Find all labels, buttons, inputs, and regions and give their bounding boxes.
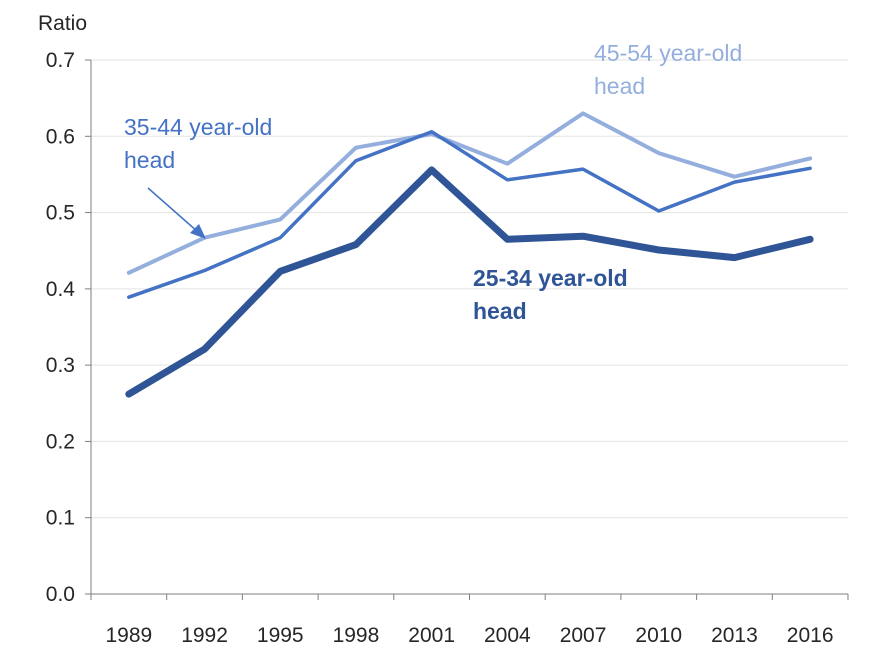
- series-label-line: 25-34 year-old: [473, 265, 628, 291]
- y-tick-label: 0.2: [46, 430, 75, 453]
- series-line-1: [127, 129, 812, 299]
- y-tick-labels: 0.0 0.1 0.2 0.3 0.4 0.5 0.6 0.7: [46, 49, 91, 606]
- x-tick-label: 1992: [181, 624, 228, 647]
- x-tick-label: 2010: [635, 624, 682, 647]
- arrow-head: [190, 224, 206, 239]
- series-label-line: 35-44 year-old: [124, 114, 272, 140]
- series-line-0: [126, 111, 813, 275]
- axes: [90, 60, 848, 595]
- y-tick-label: 0.4: [46, 278, 76, 301]
- y-axis-title: Ratio: [38, 12, 87, 35]
- callout-arrow: [147, 187, 206, 239]
- y-tick-label: 0.1: [46, 507, 75, 530]
- series-label-line: head: [594, 73, 645, 99]
- x-tick-label: 2013: [711, 624, 758, 647]
- x-tick-label: 1998: [333, 624, 380, 647]
- x-tick-label: 2004: [484, 624, 531, 647]
- series-line-2: [125, 166, 814, 398]
- x-tick-label: 1989: [105, 624, 152, 647]
- y-tick-label: 0.0: [46, 583, 75, 606]
- series-label-1: 35-44 year-old head: [124, 114, 272, 173]
- series-label-2: 25-34 year-old head: [473, 265, 628, 324]
- x-tick-label: 2016: [787, 624, 834, 647]
- y-tick-label: 0.7: [46, 49, 75, 72]
- x-tick-label: 1995: [257, 624, 304, 647]
- series-label-line: head: [473, 298, 527, 324]
- y-tick-label: 0.3: [46, 354, 75, 377]
- x-tick-label: 2007: [560, 624, 607, 647]
- arrow-shaft: [147, 187, 199, 233]
- series-lines: [125, 111, 814, 398]
- series-label-line: head: [124, 147, 175, 173]
- series-label-0: 45-54 year-old head: [594, 40, 742, 99]
- series-label-line: 45-54 year-old: [594, 40, 742, 66]
- gridlines: [91, 59, 848, 519]
- x-tick-label: 2001: [408, 624, 455, 647]
- y-tick-label: 0.5: [46, 202, 75, 225]
- y-tick-label: 0.6: [46, 125, 75, 148]
- x-tick-labels: 1989 1992 1995 1998 2001 2004 2007 2010 2013 2016: [90, 594, 849, 647]
